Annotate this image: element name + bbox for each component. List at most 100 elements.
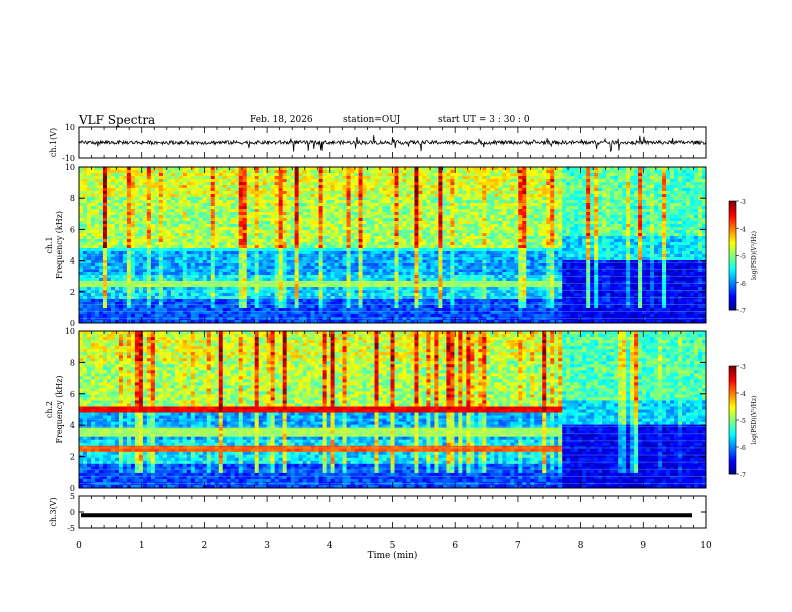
colorbar-segment <box>729 396 736 399</box>
colorbar-segment <box>729 373 736 376</box>
colorbar-segment <box>729 244 736 247</box>
colorbar-segment <box>729 264 736 267</box>
colorbar-segment <box>729 293 736 296</box>
x-tick-label: 4 <box>327 541 333 551</box>
colorbar-segment <box>729 385 736 389</box>
colorbar-segment <box>729 219 736 222</box>
colorbar-segment <box>729 266 736 269</box>
colorbar-segment <box>729 375 736 378</box>
colorbar-segment <box>729 459 736 462</box>
y-tick-label: 4 <box>70 421 75 430</box>
colorbar-segment <box>729 427 736 430</box>
colorbar-segment <box>729 429 736 432</box>
colorbar-segment <box>729 423 736 426</box>
colorbar-segment <box>729 420 736 423</box>
colorbar-segment <box>729 387 736 390</box>
colorbar-segment <box>729 468 736 471</box>
y-axis-label: ch.1 <box>45 236 54 253</box>
x-tick-label: 2 <box>202 541 208 551</box>
colorbar-tick-label: -7 <box>740 308 746 315</box>
x-tick-label: 10 <box>700 541 712 551</box>
colorbar-segment <box>729 262 736 266</box>
colorbar-segment <box>729 409 736 412</box>
colorbar-segment <box>729 242 736 246</box>
colorbar-segment <box>729 295 736 298</box>
x-tick-label: 6 <box>452 541 458 551</box>
ch1-waveform <box>78 135 707 153</box>
colorbar-segment <box>729 279 736 282</box>
colorbar-segment <box>729 237 736 240</box>
colorbar-segment <box>729 407 736 410</box>
colorbar-segment <box>729 308 736 311</box>
colorbar-segment <box>729 389 736 392</box>
colorbar-segment <box>729 299 736 302</box>
y-axis-label: ch.3(V) <box>49 497 58 526</box>
spectrogram-ch1 <box>79 167 707 324</box>
colorbar-segment <box>729 286 736 289</box>
colorbar-segment <box>729 280 736 284</box>
colorbar-segment <box>729 380 736 383</box>
x-tick-label: 0 <box>76 541 82 551</box>
colorbar-segment <box>729 273 736 276</box>
colorbar-segment <box>729 443 736 446</box>
colorbar-segment <box>729 457 736 461</box>
y-tick-label: -10 <box>62 154 75 163</box>
colorbar-segment <box>729 454 736 457</box>
y-tick-label: 8 <box>70 194 75 203</box>
colorbar-segment <box>729 466 736 470</box>
colorbar-segment <box>729 416 736 419</box>
y-tick-label: 2 <box>70 453 75 462</box>
colorbar-segment <box>729 224 736 227</box>
x-axis-label: Time (min) <box>368 550 418 561</box>
colorbar-segment <box>729 400 736 403</box>
colorbar-label: log(PSD)(V²/Hz) <box>751 396 758 445</box>
colorbar-segment <box>729 391 736 394</box>
colorbar-segment <box>729 447 736 450</box>
colorbar-segment <box>729 306 736 309</box>
start-time-label: start UT = 3 : 30 : 0 <box>438 115 530 125</box>
colorbar-segment <box>729 470 736 473</box>
colorbar-segment <box>729 208 736 211</box>
colorbar-tick-label: -3 <box>740 199 746 206</box>
x-tick-label: 5 <box>390 541 396 551</box>
colorbar-segment <box>729 367 736 371</box>
y-tick-label: 0 <box>70 508 75 517</box>
colorbar-segment <box>729 235 736 238</box>
colorbar-segment <box>729 297 736 300</box>
colorbar-segment <box>729 202 736 206</box>
colorbar-segment <box>729 253 736 256</box>
colorbar-segment <box>729 430 736 434</box>
colorbar-tick-label: -4 <box>740 391 746 398</box>
colorbar-tick-label: -5 <box>740 418 746 425</box>
colorbar-segment <box>729 260 736 264</box>
colorbar-segment <box>729 366 736 369</box>
colorbar-segment <box>729 204 736 207</box>
colorbar-segment <box>729 376 736 380</box>
colorbar-segment <box>729 394 736 398</box>
y-tick-label: 10 <box>65 123 75 132</box>
colorbar-segment <box>729 398 736 401</box>
colorbar-tick-label: -4 <box>740 226 746 233</box>
colorbar-segment <box>729 412 736 416</box>
colorbar-segment <box>729 432 736 435</box>
colorbar-tick-label: -3 <box>740 364 746 371</box>
y-tick-label: 5 <box>70 492 75 501</box>
y-tick-label: 6 <box>70 390 75 399</box>
x-tick-label: 7 <box>515 541 521 551</box>
colorbar-segment <box>729 217 736 220</box>
colorbar-segment <box>729 222 736 226</box>
colorbar-segment <box>729 220 736 224</box>
colorbar-segment <box>729 213 736 217</box>
colorbar-tick-label: -7 <box>740 472 746 479</box>
colorbar-segment <box>729 275 736 278</box>
colorbar-segment <box>729 436 736 439</box>
y-axis-label: Frequency (kHz) <box>55 375 64 443</box>
colorbar-tick-label: -5 <box>740 254 746 261</box>
colorbar-segment <box>729 448 736 452</box>
colorbar-segment <box>729 456 736 459</box>
colorbar-segment <box>729 411 736 414</box>
y-tick-label: 2 <box>70 288 75 297</box>
y-axis-label: ch.2 <box>45 401 54 418</box>
colorbar-segment <box>729 277 736 280</box>
colorbar-segment <box>729 421 736 425</box>
